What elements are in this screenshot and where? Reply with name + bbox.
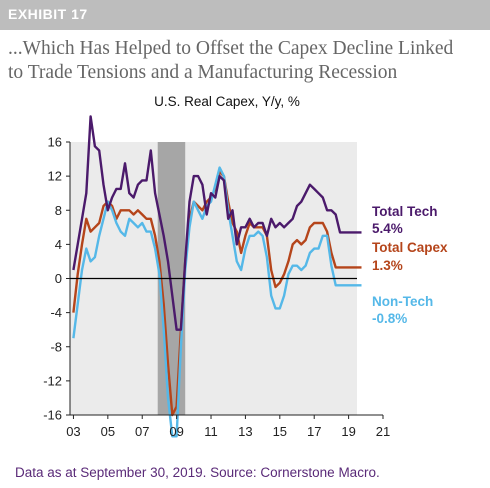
- x-axis-ticks: 03 05 07 09 11 13 15 17 19 21: [66, 415, 390, 439]
- title-line-2: to Trade Tensions and a Manufacturing Re…: [8, 62, 398, 83]
- x-tick-label: 21: [376, 424, 390, 439]
- total-capex-name-label: Total Capex: [372, 240, 448, 255]
- title-line-1: ...Which Has Helped to Offset the Capex …: [8, 38, 454, 59]
- total-capex-value-label: 1.3%: [372, 258, 403, 273]
- series-line-total-tech: [72, 115, 362, 331]
- x-tick-label: 19: [341, 424, 355, 439]
- exhibit-label: EXHIBIT 17: [8, 6, 88, 22]
- y-tick-label: -12: [43, 373, 62, 388]
- x-tick-label: 15: [273, 424, 287, 439]
- total-tech-name-label: Total Tech: [372, 204, 438, 219]
- x-tick-label: 11: [204, 424, 218, 439]
- y-tick-label: -16: [43, 408, 62, 423]
- x-tick-label: 09: [169, 424, 183, 439]
- exhibit-banner: EXHIBIT 17: [0, 0, 490, 30]
- y-tick-label: 0: [55, 271, 62, 286]
- x-tick-label: 03: [66, 424, 80, 439]
- total-tech-value-label: 5.4%: [372, 221, 403, 236]
- series-lines: [72, 115, 362, 438]
- y-tick-label: 4: [55, 237, 62, 252]
- non-tech-name-label: Non-Tech: [372, 294, 433, 309]
- x-tick-label: 05: [101, 424, 115, 439]
- source-note: Data as at September 30, 2019. Source: C…: [15, 465, 380, 480]
- x-tick-label: 13: [238, 424, 252, 439]
- page-title: ...Which Has Helped to Offset the Capex …: [8, 37, 486, 85]
- y-tick-label: -8: [50, 339, 62, 354]
- series-line-non-tech: [72, 166, 362, 438]
- x-tick-label: 07: [135, 424, 149, 439]
- y-axis-ticks: 16 12 8 4 0 -4 -8 -12 -16: [43, 135, 70, 423]
- y-tick-label: 12: [48, 169, 62, 184]
- y-tick-label: 16: [48, 135, 62, 150]
- chart-title: U.S. Real Capex, Y/y, %: [154, 94, 300, 109]
- y-tick-label: 8: [55, 203, 62, 218]
- x-tick-label: 17: [307, 424, 321, 439]
- non-tech-value-label: -0.8%: [372, 311, 407, 326]
- y-tick-label: -4: [50, 305, 62, 320]
